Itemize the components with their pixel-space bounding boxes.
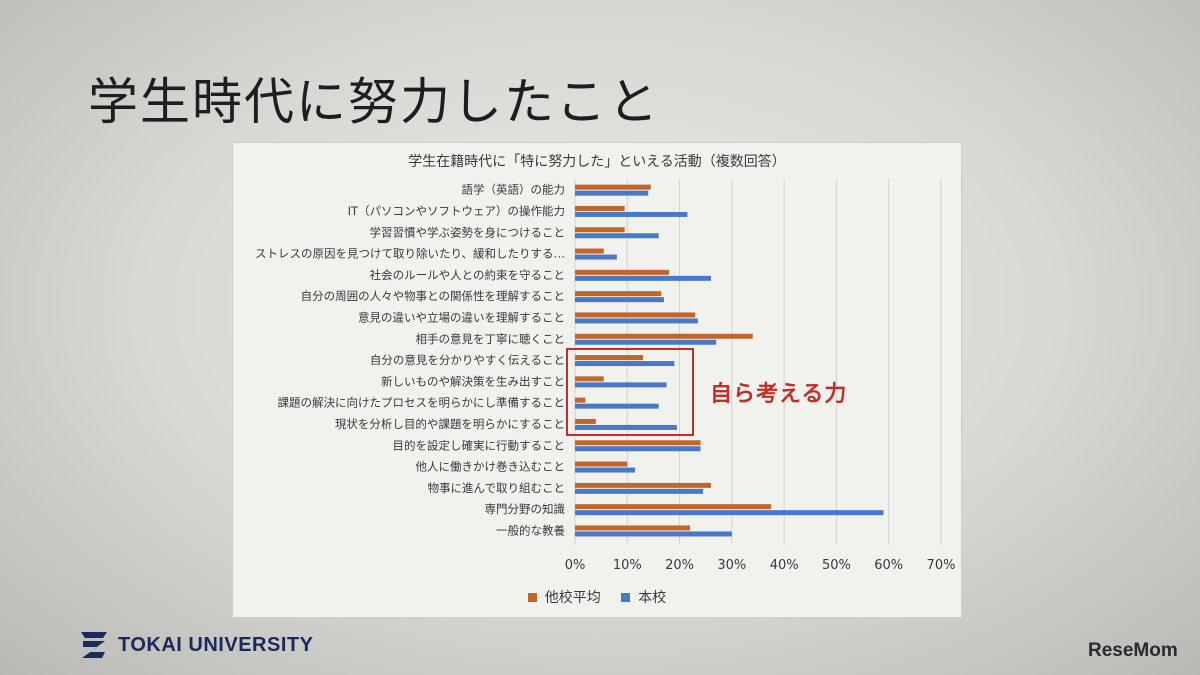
category-label: ストレスの原因を見つけて取り除いたり、緩和したりする…	[255, 247, 565, 261]
category-label: 一般的な教養	[496, 523, 565, 537]
category-label: 新しいものや解決策を生み出すこと	[381, 374, 565, 388]
category-label: 課題の解決に向けたプロセスを明らかにし準備すること	[278, 396, 566, 410]
bar-this-school	[575, 233, 659, 239]
bar-other-schools	[575, 227, 625, 233]
legend-swatch-other-schools	[527, 592, 537, 602]
bar-this-school	[575, 424, 677, 430]
category-label: IT（パソコンやソフトウェア）の操作能力	[348, 204, 565, 218]
university-logo: TOKAI UNIVERSITY	[78, 628, 313, 662]
bar-other-schools	[575, 269, 670, 275]
x-tick-label: 20%	[665, 558, 694, 573]
x-tick-label: 10%	[613, 558, 642, 573]
callout-highlight-box	[566, 348, 694, 436]
bar-this-school	[575, 211, 688, 217]
bar-this-school	[575, 467, 636, 473]
logo-text: TOKAI UNIVERSITY	[118, 633, 314, 656]
bar-this-school	[575, 318, 698, 324]
bar-other-schools	[575, 205, 625, 211]
bar-other-schools	[575, 248, 604, 254]
category-label: 自分の意見を分かりやすく伝えること	[370, 353, 565, 367]
category-label: 現状を分析し目的や課題を明らかにすること	[335, 417, 565, 431]
bar-this-school	[575, 339, 717, 345]
bar-this-school	[575, 361, 675, 367]
category-label: 専門分野の知識	[485, 502, 566, 516]
category-label: 目的を設定し確実に行動すること	[393, 438, 566, 452]
bar-other-schools	[575, 355, 643, 361]
bar-other-schools	[575, 333, 753, 339]
bar-other-schools	[575, 482, 711, 488]
bar-this-school	[575, 190, 649, 196]
x-tick-label: 30%	[717, 558, 746, 573]
bar-this-school	[575, 275, 711, 281]
x-tick-label: 40%	[770, 558, 799, 573]
category-label: 物事に進んで取り組むこと	[428, 481, 565, 495]
legend-swatch-this-school	[621, 592, 631, 602]
bar-other-schools	[575, 461, 628, 467]
bar-this-school	[575, 254, 617, 260]
bar-this-school	[575, 446, 701, 452]
callout-label: 自ら考える力	[710, 382, 848, 407]
category-label: 社会のルールや人との約束を守ること	[370, 268, 565, 282]
university-emblem-icon	[81, 632, 107, 658]
bar-other-schools	[575, 376, 604, 382]
bar-other-schools	[575, 525, 691, 531]
chart-legend: 他校平均 本校	[233, 587, 961, 607]
chart-panel: 学生在籍時代に「特に努力した」といえる活動（複数回答） 0% 10% 20% 30% 4…	[232, 142, 962, 618]
bar-other-schools	[575, 504, 772, 510]
bar-chart: 0% 10% 20% 30% 40% 50% 60% 70% 語学（英語）の能力 IT（パソコンや…	[255, 179, 956, 573]
chart-title: 学生在籍時代に「特に努力した」といえる活動（複数回答）	[408, 154, 786, 170]
legend-item-other-schools: 他校平均	[527, 587, 601, 607]
category-label: 意見の違いや立場の違いを理解すること	[358, 310, 565, 324]
bar-other-schools	[575, 440, 701, 446]
category-label: 相手の意見を丁寧に聴くこと	[416, 332, 566, 346]
category-label: 学習習慣や学ぶ姿勢を身につけること	[370, 225, 566, 239]
bar-this-school	[575, 531, 732, 537]
bar-other-schools	[575, 312, 696, 318]
bar-other-schools	[575, 397, 586, 403]
bar-this-school	[575, 488, 704, 494]
watermark: ReseMom	[1088, 640, 1178, 661]
x-tick-label: 0%	[565, 558, 586, 573]
category-label: 他人に働きかけ巻き込むこと	[416, 460, 566, 474]
bar-this-school	[575, 403, 659, 409]
category-label: 語学（英語）の能力	[462, 183, 566, 197]
category-label: 自分の周囲の人々や物事との関係性を理解すること	[301, 289, 565, 303]
x-tick-label: 60%	[874, 558, 903, 573]
bar-other-schools	[575, 184, 651, 190]
slide-title: 学生時代に努力したこと	[88, 73, 660, 131]
bar-this-school	[575, 382, 667, 388]
legend-label-this-school: 本校	[638, 590, 667, 606]
x-tick-label: 50%	[822, 558, 851, 573]
bar-this-school	[575, 297, 664, 303]
legend-label-other-schools: 他校平均	[544, 590, 601, 606]
bar-other-schools	[575, 291, 662, 297]
legend-item-this-school: 本校	[621, 587, 666, 607]
bar-other-schools	[575, 418, 596, 424]
bar-this-school	[575, 510, 884, 516]
x-tick-label: 70%	[927, 558, 956, 573]
